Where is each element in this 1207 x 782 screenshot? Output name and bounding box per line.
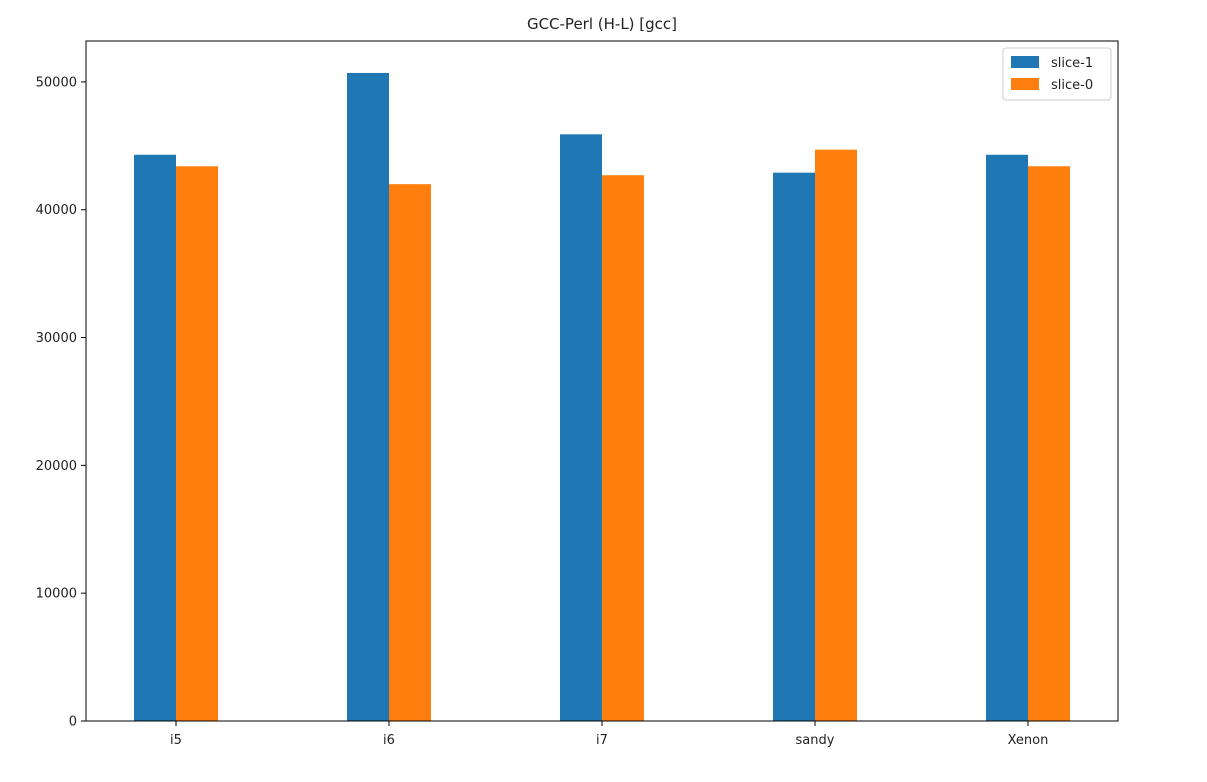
x-tick-label: Xenon (1008, 733, 1049, 748)
y-axis: 0 10000 20000 30000 40000 50000 (36, 75, 86, 730)
y-tick-label: 20000 (36, 459, 77, 474)
y-tick-label: 50000 (36, 75, 77, 90)
legend-swatch-slice-1 (1011, 56, 1039, 68)
bar-slice-1-i6 (347, 72, 389, 721)
bar-slice-0-sandy (815, 149, 857, 722)
bar-slice-1-i5 (134, 154, 176, 721)
bar-slice-1-Xenon (986, 154, 1028, 721)
bar-slice-1-sandy (773, 172, 815, 722)
y-tick-label: 10000 (36, 587, 77, 602)
y-tick-label: 30000 (36, 331, 77, 346)
x-tick-label: i7 (596, 733, 608, 748)
legend-label-slice-1: slice-1 (1051, 56, 1093, 71)
legend-label-slice-0: slice-0 (1051, 78, 1093, 93)
bars-group (134, 72, 1070, 722)
bar-slice-0-i6 (389, 184, 431, 721)
bar-slice-1-i7 (560, 134, 602, 721)
x-tick-label: i6 (383, 733, 395, 748)
x-axis: i5 i6 i7 sandy Xenon (170, 721, 1048, 748)
legend-swatch-slice-0 (1011, 78, 1039, 90)
bar-slice-0-Xenon (1028, 166, 1070, 721)
x-tick-label: i5 (170, 733, 182, 748)
bar-slice-0-i5 (176, 166, 218, 721)
x-tick-label: sandy (796, 733, 835, 748)
chart-title: GCC-Perl (H-L) [gcc] (527, 15, 677, 33)
legend: slice-1 slice-0 (1002, 47, 1112, 101)
y-tick-label: 0 (69, 715, 77, 730)
y-tick-label: 40000 (36, 203, 77, 218)
bar-slice-0-i7 (602, 175, 644, 722)
